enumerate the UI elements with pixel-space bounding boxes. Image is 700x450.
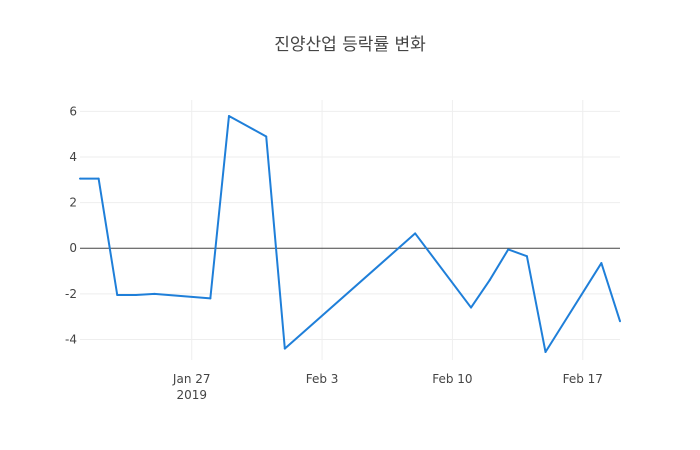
data-point	[283, 347, 286, 350]
y-tick-label: 6	[69, 104, 77, 118]
chart-title: 진양산업 등락률 변화	[274, 35, 426, 55]
data-point	[525, 255, 528, 258]
data-point	[97, 177, 100, 180]
grid-layer	[80, 100, 620, 360]
data-point	[619, 320, 621, 323]
data-point	[488, 279, 491, 282]
data-point	[79, 177, 81, 180]
data-point	[414, 232, 417, 235]
data-point	[227, 114, 230, 117]
data-point	[265, 135, 268, 138]
x-tick-year-label: 2019	[176, 388, 207, 402]
x-tick-label: Feb 17	[563, 372, 603, 386]
data-point	[153, 292, 156, 295]
data-point	[507, 248, 510, 251]
data-point	[544, 351, 547, 354]
data-point	[134, 294, 137, 296]
x-tick-label: Jan 27	[172, 372, 211, 386]
y-tick-label: -4	[65, 332, 77, 346]
y-tick-label: 4	[69, 150, 77, 164]
y-tick-label: 2	[69, 196, 77, 210]
data-point	[600, 262, 603, 265]
y-tick-label: 0	[69, 241, 77, 255]
series-line	[80, 114, 621, 354]
data-point	[116, 294, 119, 296]
data-point	[470, 306, 473, 309]
x-tick-label: Feb 3	[306, 372, 339, 386]
series-layer	[79, 114, 621, 354]
data-point	[209, 297, 212, 300]
x-tick-label: Feb 10	[432, 372, 472, 386]
y-tick-label: -2	[65, 287, 77, 301]
axis-layer: Jan 27 2019 Feb 3 Feb 10 Feb 17 6 4 2 0 -2 -4	[65, 104, 603, 402]
